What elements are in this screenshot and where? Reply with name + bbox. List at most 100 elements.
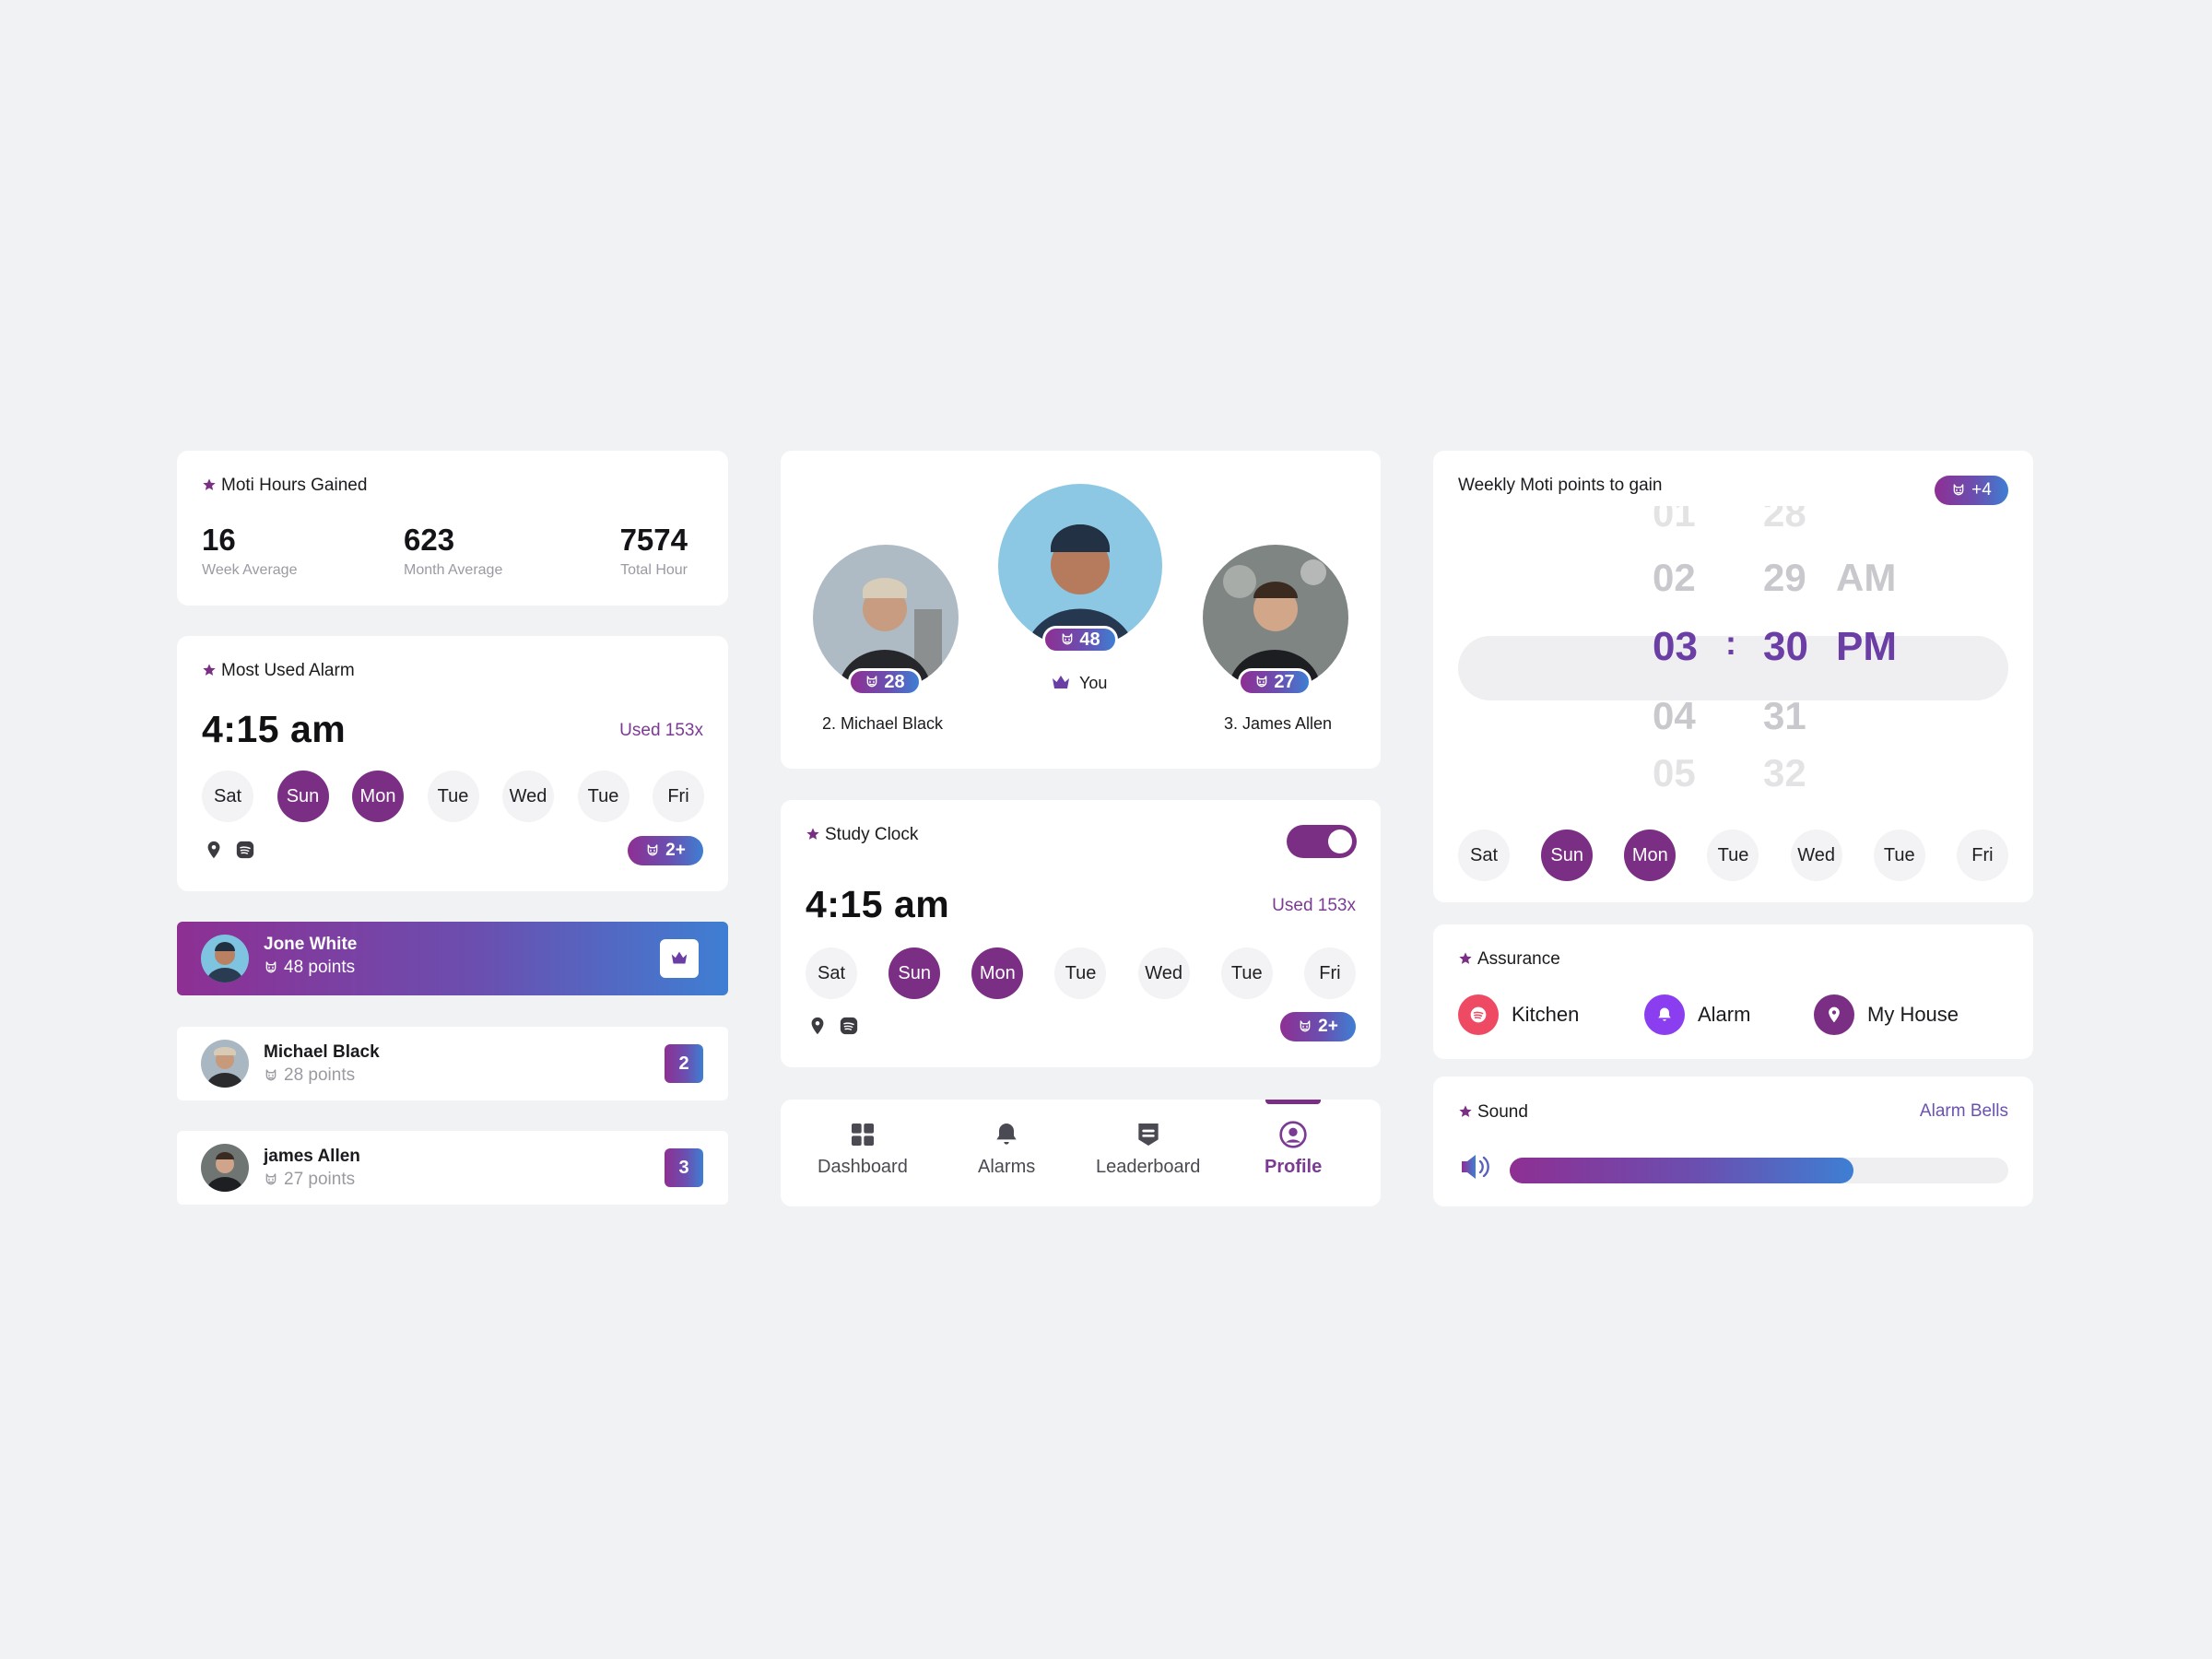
nav-dashboard[interactable]: Dashboard — [818, 1120, 908, 1178]
day-chip[interactable]: Tue — [1707, 830, 1759, 881]
podium-score-right: 27 — [1238, 668, 1312, 696]
period-option[interactable]: AM — [1836, 556, 1897, 599]
moti-icon — [264, 1172, 278, 1187]
day-chip[interactable]: Sat — [202, 771, 253, 822]
hour-option[interactable]: 04 — [1653, 694, 1696, 737]
month-average-value: 623 — [404, 523, 455, 557]
house-dot — [1814, 994, 1854, 1035]
day-chip[interactable]: Mon — [1624, 830, 1677, 881]
most-used-alarm-card[interactable]: Most Used Alarm 4:15 am Used 153x Sat Su… — [177, 636, 728, 891]
weekly-title: Weekly Moti points to gain — [1458, 476, 1663, 495]
day-chip[interactable]: Fri — [653, 771, 704, 822]
hour-option[interactable]: 05 — [1653, 751, 1696, 792]
day-chip[interactable]: Mon — [971, 947, 1024, 999]
podium-score-left: 28 — [848, 668, 922, 696]
hours-title: Moti Hours Gained — [221, 476, 368, 495]
day-chip[interactable]: Mon — [352, 771, 404, 822]
day-chip[interactable]: Wed — [1137, 947, 1190, 999]
picker-wheels[interactable]: 01 02 03 04 05 : 28 29 30 31 32 AM PM — [1433, 506, 2033, 792]
time-separator: : — [1725, 624, 1736, 662]
nav-profile[interactable]: Profile — [1265, 1120, 1322, 1178]
minute-option[interactable]: 29 — [1763, 556, 1806, 599]
most-used-badge-label: 2+ — [665, 841, 686, 860]
day-chip[interactable]: Tue — [1873, 830, 1925, 881]
avatar — [201, 935, 249, 982]
podium-score-left-label: 28 — [884, 671, 905, 692]
hour-option[interactable]: 02 — [1653, 556, 1696, 599]
day-chip[interactable]: Fri — [1303, 947, 1356, 999]
avatar — [201, 1040, 249, 1088]
assurance-house[interactable]: My House — [1814, 994, 1959, 1035]
assurance-kitchen[interactable]: Kitchen — [1458, 994, 1579, 1035]
day-chip[interactable]: Wed — [502, 771, 554, 822]
avatar — [201, 1144, 249, 1192]
bell-icon — [1655, 1006, 1674, 1024]
assurance-title-row: Assurance — [1458, 949, 1560, 970]
study-clock-days: Sat Sun Mon Tue Wed Tue Fri — [806, 947, 1356, 999]
total-hour-label: Total Hour — [620, 562, 688, 578]
day-chip[interactable]: Sun — [888, 947, 941, 999]
day-chip[interactable]: Sat — [806, 947, 857, 999]
sound-slider-track[interactable] — [1510, 1158, 2008, 1183]
moti-icon — [1951, 483, 1966, 498]
leaderboard-name: Michael Black — [264, 1042, 380, 1062]
minute-option[interactable]: 28 — [1763, 506, 1806, 535]
assurance-alarm[interactable]: Alarm — [1644, 994, 1750, 1035]
day-chip[interactable]: Tue — [1054, 947, 1107, 999]
day-chip[interactable]: Sun — [1541, 830, 1594, 881]
speaker-icon[interactable] — [1458, 1150, 1491, 1183]
leaderboard-row[interactable]: james Allen 27 points 3 — [177, 1131, 728, 1205]
podium-score-center: 48 — [1042, 626, 1118, 653]
most-used-count: Used 153x — [619, 721, 703, 740]
most-used-title: Most Used Alarm — [221, 661, 355, 680]
day-chip[interactable]: Wed — [1790, 830, 1842, 881]
day-chip[interactable]: Tue — [1220, 947, 1273, 999]
weekly-points-card[interactable]: Weekly Moti points to gain +4 01 02 03 0… — [1433, 451, 2033, 902]
leaderboard-row-highlight[interactable]: Jone White 48 points — [177, 922, 728, 995]
hour-selected[interactable]: 03 — [1653, 624, 1698, 669]
minute-option[interactable]: 32 — [1763, 751, 1806, 792]
nav-alarms-label: Alarms — [978, 1157, 1036, 1177]
minute-selected[interactable]: 30 — [1763, 624, 1808, 669]
bell-icon — [992, 1120, 1021, 1149]
sound-slider-fill — [1510, 1158, 1854, 1183]
day-chip[interactable]: Sat — [1458, 830, 1510, 881]
podium-name-left: 2. Michael Black — [822, 714, 944, 733]
podium-avatar-center[interactable] — [998, 484, 1162, 648]
study-clock-card[interactable]: Study Clock 4:15 am Used 153x Sat Sun Mo… — [781, 800, 1381, 1067]
day-chip[interactable]: Tue — [577, 771, 629, 822]
rank-badge: 2 — [665, 1044, 703, 1083]
hours-card: Moti Hours Gained 16 Week Average 623 Mo… — [177, 451, 728, 606]
leaderboard-row[interactable]: Michael Black 28 points 2 — [177, 1027, 728, 1100]
hour-option[interactable]: 01 — [1653, 506, 1696, 535]
podium-score-right-label: 27 — [1274, 671, 1295, 692]
nav-alarms[interactable]: Alarms — [978, 1120, 1035, 1178]
star-icon — [1458, 951, 1473, 966]
weekly-days: Sat Sun Mon Tue Wed Tue Fri — [1458, 830, 2008, 881]
moti-icon — [1060, 632, 1075, 647]
crown-icon — [669, 948, 689, 969]
study-clock-toggle[interactable] — [1287, 825, 1357, 858]
rank-badge: 3 — [665, 1148, 703, 1187]
study-clock-badge-label: 2+ — [1318, 1017, 1338, 1036]
nav-leaderboard-label: Leaderboard — [1096, 1157, 1201, 1177]
day-chip[interactable]: Sun — [276, 771, 329, 822]
sound-link[interactable]: Alarm Bells — [1919, 1101, 2008, 1121]
study-clock-time: 4:15 am — [806, 883, 950, 925]
period-selected[interactable]: PM — [1836, 624, 1897, 669]
day-chip[interactable]: Fri — [1956, 830, 2008, 881]
grid-icon — [851, 1124, 874, 1146]
toggle-knob — [1328, 830, 1352, 853]
minute-option[interactable]: 31 — [1763, 694, 1806, 737]
leaderboard-name: Jone White — [264, 935, 358, 954]
hours-title-row: Moti Hours Gained — [202, 476, 367, 496]
nav-profile-label: Profile — [1265, 1157, 1323, 1177]
week-average-value: 16 — [202, 523, 236, 557]
nav-leaderboard[interactable]: Leaderboard — [1096, 1120, 1200, 1178]
total-hour-value: 7574 — [619, 523, 688, 557]
weekly-badge: +4 — [1935, 476, 2008, 505]
kitchen-dot — [1458, 994, 1499, 1035]
day-chip[interactable]: Tue — [427, 771, 479, 822]
moti-icon — [1298, 1019, 1312, 1034]
most-used-days: Sat Sun Mon Tue Wed Tue Fri — [202, 771, 704, 822]
